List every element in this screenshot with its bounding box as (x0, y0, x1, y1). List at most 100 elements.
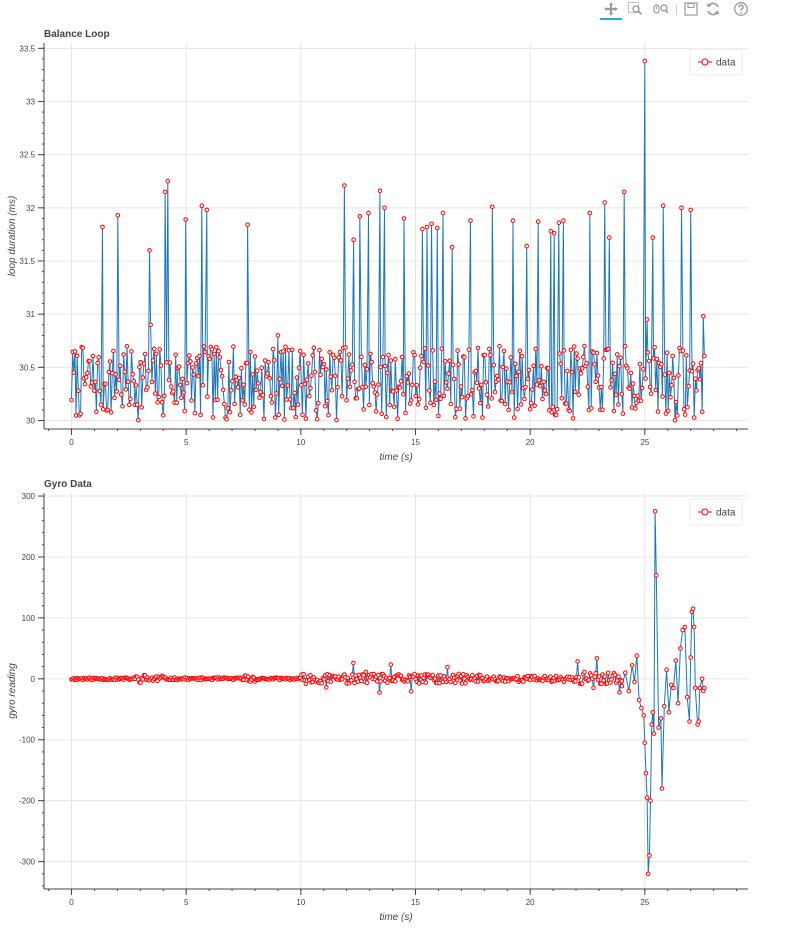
data-point (670, 353, 676, 359)
balance-loop-chart[interactable]: Balance Loop 0 5 10 15 20 25 30 30.5 31 31.5 32 32.5… (0, 28, 785, 473)
data-point (612, 371, 618, 377)
data-point (189, 398, 194, 403)
data-point (139, 405, 144, 410)
data-point (662, 703, 667, 709)
data-point (690, 606, 696, 612)
wheel-zoom-tool[interactable] (650, 0, 672, 18)
data-point (596, 674, 602, 679)
data-point (484, 674, 490, 679)
data-point (107, 359, 113, 364)
data-point (659, 361, 664, 367)
data-point (462, 355, 467, 360)
data-point (192, 410, 198, 416)
data-point (108, 410, 114, 415)
data-point (394, 388, 399, 393)
data-point (428, 400, 433, 406)
data-point (650, 710, 656, 715)
data-point (635, 393, 640, 399)
data-point (478, 400, 483, 406)
data-point (648, 391, 654, 397)
data-point (215, 397, 220, 403)
data-point (319, 680, 325, 686)
data-point (275, 333, 281, 338)
data-point (364, 680, 370, 685)
data-point (336, 355, 342, 360)
data-point (401, 216, 407, 221)
data-point (634, 653, 640, 658)
data-point (97, 388, 103, 394)
data-point (679, 205, 684, 211)
data-point (644, 795, 650, 800)
data-point (689, 368, 695, 374)
data-point (508, 355, 514, 360)
data-point (397, 385, 403, 390)
data-point (154, 351, 159, 357)
data-point (190, 365, 195, 370)
data-point (595, 373, 601, 378)
data-point (576, 392, 582, 398)
data-point (440, 210, 446, 216)
data-point (646, 358, 652, 364)
data-point (354, 396, 360, 401)
gyro-data-chart[interactable]: Gyro Data 0 5 10 15 20 25 -300 -200 -100 0 100 200 30… (0, 478, 785, 933)
data-point (654, 356, 660, 362)
data-point (605, 346, 611, 352)
data-point (225, 405, 231, 411)
data-point (448, 401, 454, 407)
data-point (325, 398, 330, 404)
data-point (343, 345, 348, 350)
data-point (565, 368, 570, 374)
data-point (158, 363, 164, 368)
data-point (587, 210, 593, 216)
data-point (157, 347, 163, 352)
data-point (131, 378, 137, 384)
reset-tool[interactable] (702, 0, 724, 18)
move-icon (604, 2, 618, 16)
data-point (630, 381, 636, 386)
data-point (156, 394, 161, 400)
data-point (398, 379, 404, 384)
data-point (522, 396, 527, 402)
data-point (653, 387, 659, 393)
data-point (607, 235, 612, 240)
data-point (72, 349, 78, 354)
data-point (515, 673, 520, 679)
data-point (361, 672, 366, 678)
data-point (601, 678, 607, 683)
data-point (637, 361, 643, 367)
data-point (662, 372, 668, 377)
data-point (187, 353, 192, 358)
help-tool[interactable] (730, 0, 752, 18)
legend-marker (701, 58, 709, 66)
data-point (482, 352, 488, 358)
data-point (538, 383, 543, 389)
data-point (627, 386, 633, 392)
data-point (399, 354, 405, 360)
data-point (618, 355, 623, 361)
data-point (251, 404, 257, 410)
pan-tool[interactable] (600, 0, 622, 20)
data-point (265, 371, 270, 376)
data-point (363, 669, 369, 675)
data-point (244, 360, 250, 366)
data-point (664, 667, 669, 672)
data-point (474, 380, 480, 386)
data-point (267, 376, 273, 381)
data-point (613, 392, 619, 398)
save-tool[interactable] (680, 0, 702, 18)
data-point (94, 409, 99, 415)
data-point (405, 678, 411, 684)
data-point (305, 361, 311, 366)
data-point (193, 361, 199, 366)
data-point (235, 385, 241, 390)
data-point (140, 375, 146, 380)
y-tick-label-7: 33.5 (19, 44, 35, 53)
data-point (197, 353, 202, 359)
box-zoom-tool[interactable] (624, 0, 646, 18)
data-point (573, 389, 578, 395)
data-point (280, 349, 286, 354)
data-point (574, 351, 579, 356)
data-point (475, 679, 481, 684)
data-point (612, 672, 618, 678)
y-tick-label-1: 30.5 (19, 363, 35, 372)
